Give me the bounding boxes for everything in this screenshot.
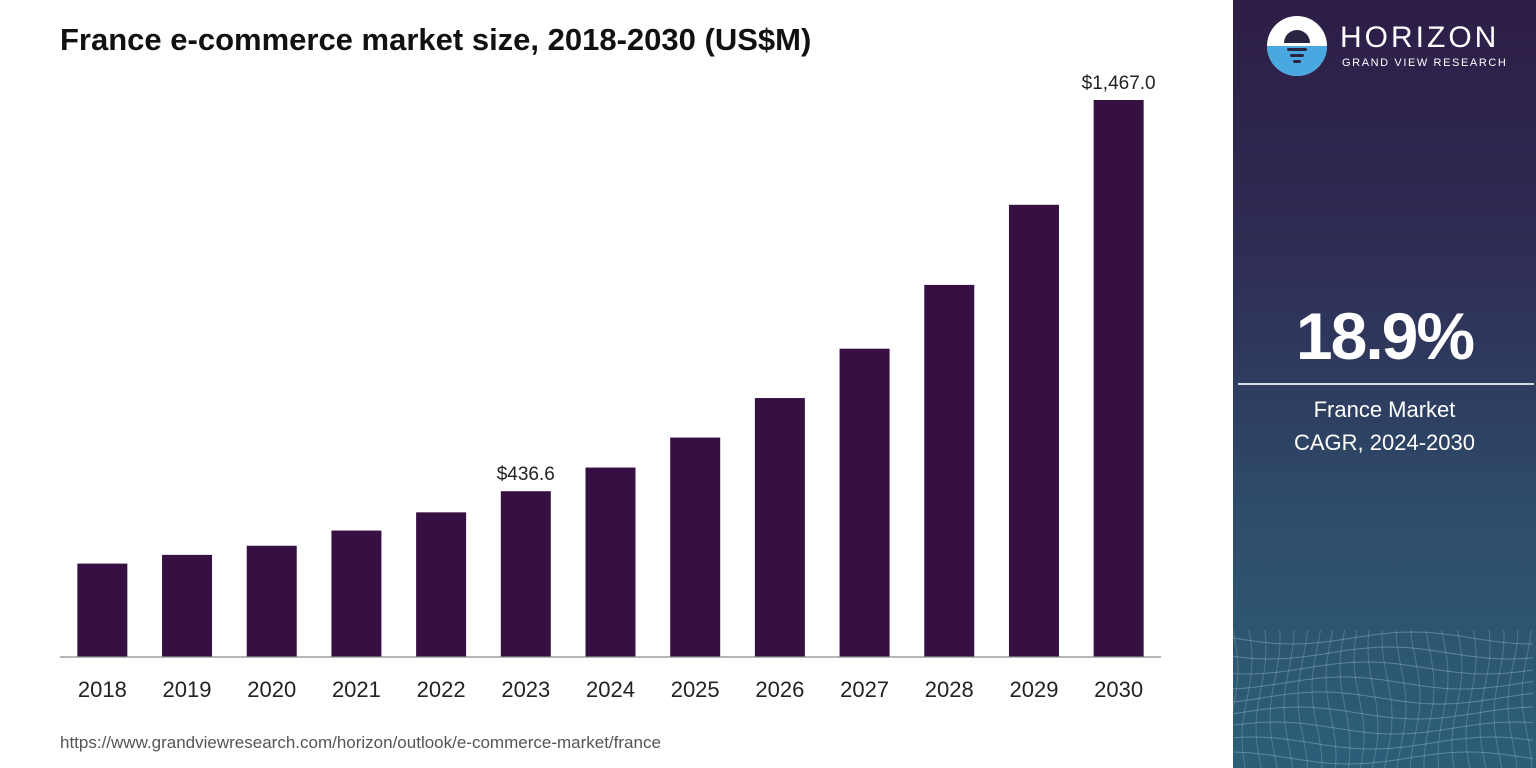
mesh-line-h xyxy=(1233,736,1534,750)
mesh-line-v xyxy=(1409,630,1421,768)
bars-layer xyxy=(77,100,1144,657)
horizon-sun-icon xyxy=(1267,16,1327,76)
side-panel: HORIZON GRAND VIEW RESEARCH 18.9% France… xyxy=(1233,0,1536,768)
x-tick-label-2022: 2022 xyxy=(417,677,466,702)
x-tick-label-2030: 2030 xyxy=(1094,677,1143,702)
bar-chart: $436.6$1,467.0 2018 2019 2020 2021 2022 2023 2… xyxy=(60,73,1161,702)
mesh-line-v xyxy=(1423,630,1435,768)
chart-title: France e-commerce market size, 2018-2030… xyxy=(60,22,812,57)
x-tick-label-2020: 2020 xyxy=(247,677,296,702)
x-tick-labels: 2018 2019 2020 2021 2022 2023 2024 2025 2026 2027… xyxy=(78,677,1143,702)
brand-logo: HORIZON GRAND VIEW RESEARCH xyxy=(1266,15,1526,77)
mesh-line-h xyxy=(1233,661,1534,675)
bar-2029 xyxy=(1008,204,1059,657)
mesh-line-h xyxy=(1233,751,1534,765)
cagr-value: 18.9% xyxy=(1295,299,1475,373)
mesh-line-h xyxy=(1233,676,1534,690)
data-label-2023: $436.6 xyxy=(497,464,555,485)
bar-2026 xyxy=(754,398,805,657)
x-tick-label-2021: 2021 xyxy=(332,677,381,702)
mesh-line-h xyxy=(1233,721,1534,735)
mesh-line-v xyxy=(1297,630,1309,768)
x-tick-label-2023: 2023 xyxy=(501,677,550,702)
mesh-line-h xyxy=(1233,631,1533,645)
bar-2028 xyxy=(924,284,975,657)
mesh-line-h xyxy=(1233,646,1534,660)
mesh-line-v xyxy=(1493,630,1505,768)
bar-2020 xyxy=(246,545,297,657)
mesh-line-v xyxy=(1241,630,1253,768)
mesh-pattern xyxy=(1233,630,1534,768)
mesh-line-v xyxy=(1507,630,1519,768)
bar-2021 xyxy=(331,530,382,657)
mesh-line-v xyxy=(1325,630,1337,768)
mesh-line-v xyxy=(1353,630,1365,768)
x-tick-label-2027: 2027 xyxy=(840,677,889,702)
x-tick-label-2028: 2028 xyxy=(925,677,974,702)
mesh-line-v xyxy=(1451,630,1463,768)
mesh-line-v xyxy=(1381,630,1393,768)
x-tick-label-2026: 2026 xyxy=(755,677,804,702)
cagr-label-period: CAGR, 2024-2030 xyxy=(1294,430,1475,455)
bar-2023 xyxy=(500,491,551,657)
bar-2027 xyxy=(839,348,890,657)
mesh-line-v xyxy=(1283,630,1295,768)
bar-2022 xyxy=(416,512,467,657)
x-tick-label-2018: 2018 xyxy=(78,677,127,702)
mesh-line-v xyxy=(1395,630,1407,768)
bar-2025 xyxy=(670,437,721,657)
mesh-line-v xyxy=(1311,630,1323,768)
mesh-line-v xyxy=(1255,630,1267,768)
bar-2019 xyxy=(162,554,213,657)
labels-layer: $436.6 $1,467.0 xyxy=(497,73,1156,485)
source-url[interactable]: https://www.grandviewresearch.com/horizo… xyxy=(60,733,661,752)
mesh-line-v xyxy=(1339,630,1351,768)
mesh-line-h xyxy=(1233,691,1534,705)
bar-2018 xyxy=(77,563,128,657)
cagr-divider xyxy=(1238,383,1534,385)
brand-name: HORIZON xyxy=(1340,21,1500,54)
x-tick-label-2019: 2019 xyxy=(163,677,212,702)
mesh-line-v xyxy=(1367,630,1379,768)
mesh-line-v xyxy=(1465,630,1477,768)
bar-2030 xyxy=(1093,100,1144,657)
x-tick-label-2024: 2024 xyxy=(586,677,635,702)
mesh-line-v xyxy=(1437,630,1449,768)
x-tick-label-2025: 2025 xyxy=(671,677,720,702)
bar-2024 xyxy=(585,467,636,657)
data-label-2030: $1,467.0 xyxy=(1082,73,1156,94)
mesh-line-v xyxy=(1233,630,1239,712)
mesh-line-h xyxy=(1233,706,1534,720)
x-tick-label-2029: 2029 xyxy=(1009,677,1058,702)
mesh-line-v xyxy=(1479,630,1491,768)
brand-subtitle: GRAND VIEW RESEARCH xyxy=(1342,57,1508,69)
mesh-line-v xyxy=(1269,630,1281,768)
mesh-line-v xyxy=(1521,630,1533,768)
cagr-label-market: France Market xyxy=(1313,397,1456,422)
